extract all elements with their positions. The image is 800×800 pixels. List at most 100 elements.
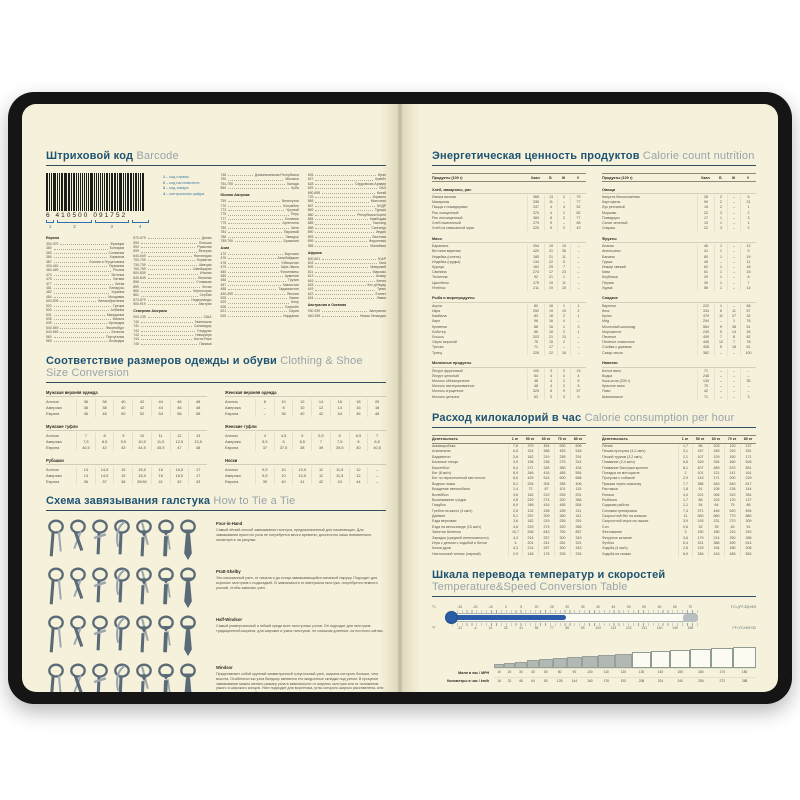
fahrenheit-row: °F -22 -4 14 32 41 68 77 86 95 104 113 122 131 140 149… <box>432 626 756 630</box>
country-code-row: 625 Иордания <box>220 313 299 318</box>
nutrition-row: Хлеб пшеничный 279 9–65 <box>432 220 586 227</box>
fahrenheit-tick-label: 122 <box>625 626 632 631</box>
continent-header: Южная Америка <box>220 193 250 198</box>
nutrition-row: Печенье 409 7 8 82 <box>602 335 756 341</box>
mph-value: 160 <box>690 668 712 676</box>
barcode-legend-item: 2 – код изготовителя <box>163 180 200 185</box>
nutrition-row: Кока-кола (330 г) 130– –35 <box>602 379 756 385</box>
country-code-row: 867 КНДР <box>307 203 386 208</box>
nutrition-row: Рис очищенный 370 4 1 82 <box>432 210 586 216</box>
nutrition-row: Инжир свежий 62 1–16 <box>602 264 756 271</box>
speed-column: 110 176 <box>597 642 615 685</box>
thermometer-cap <box>683 613 698 622</box>
size-table-row: Европа 46 48 50 52 54 56 58 <box>46 411 207 417</box>
fahrenheit-tick-label: 14 <box>488 626 493 631</box>
celsius-tick-label: 20 <box>534 605 539 610</box>
country-code-row: 480 Филиппины <box>220 269 299 274</box>
consumption-row: Игра с детьми с ходьбой и бегом 4 201 241 28… <box>432 541 586 547</box>
tie-step-icon <box>92 519 108 555</box>
consumption-row: Занятия балетом 10,7 536 643 750 857 <box>432 530 586 536</box>
country-code-row: 485 Армения <box>220 273 299 278</box>
country-code-row: 460-469 Россия <box>46 268 125 273</box>
speed-square-icon <box>733 646 756 669</box>
country-code-row: 470 Киргизия <box>220 251 299 256</box>
country-code-row: 885 Таиланд <box>307 221 386 226</box>
conversion-title-ru: Шкала перевода температур и скоростей <box>432 569 666 582</box>
speed-column: 40 64 <box>526 642 540 685</box>
speed-square-icon <box>670 650 691 669</box>
country-code-row: 690-695 Китай <box>307 190 386 195</box>
nutrition-row: Пиво 42– – – <box>602 389 756 395</box>
speed-column: 10 16 <box>494 642 505 685</box>
country-code-row: 482 Украина <box>46 290 125 295</box>
barcode-column-1: Европа 300-379 Франция 380 Болгария 383 Словен… <box>46 236 124 346</box>
tie-knot-info: Windsor Представляет собой крупный симмет… <box>216 662 386 692</box>
consumption-row: Силовая тренировка 7,4 371 446 520 594 <box>602 508 756 515</box>
nutrition-row: Тунец 226 22 16– <box>432 350 586 356</box>
consumption-row: Езда верховая 3,6 182 219 255 291 <box>432 519 586 525</box>
nutrition-half: Продукты (100 г) Ккал Б Ж У Хлеб, макароны, р… <box>432 173 586 400</box>
nutrition-row: Карп 96 16 4– <box>432 319 586 325</box>
tie-step-diagrams <box>46 662 202 692</box>
size-tables: Мужская верхняя одежда Англия 36 38 40 42 44 46… <box>46 390 386 491</box>
celsius-tick-label: 5 <box>520 605 523 610</box>
tie-step-icon <box>180 615 196 657</box>
kmh-value: 16 <box>494 676 505 685</box>
size-table-name: Женская верхняя одежда <box>225 390 386 398</box>
country-code-row: 930-939 Австралия <box>307 309 386 314</box>
celsius-tick-label: 40 <box>596 605 600 610</box>
consumption-row: Бальные танцы 3,9 196 236 275 314 <box>432 460 586 466</box>
celsius-tick-label: 60 <box>657 605 662 610</box>
country-code-row: 760-769 Швейцария <box>133 267 212 272</box>
speed-column: 120 192 <box>614 642 633 685</box>
size-table-row: Англия 8 10 12 14 16 18 20 <box>225 399 386 406</box>
size-table-name: Мужская верхняя одежда <box>46 390 207 398</box>
country-code-row: 745 Панама <box>133 341 212 346</box>
nutrition-row: Индейка (грудка) 134 22 5– <box>432 259 586 265</box>
size-table-name: Женские туфли <box>225 424 386 432</box>
nutrition-row: Лапша яичная 368 13 2 79 <box>432 194 586 201</box>
nutrition-row: Белое вино 71– – – <box>602 368 756 374</box>
thermometer-ticks-top <box>452 610 698 613</box>
country-code-row: 789-790 Бразилия <box>220 238 299 243</box>
nutrition-row: Мёд 294–1 76 <box>602 319 756 325</box>
celsius-labels: -30 -20 -10 0 5 20 25 30 35 40 45 50 55 60 65 70 <box>452 605 698 609</box>
consumption-row: Ходьба (4 км/ч) 2,6 129 154 180 206 <box>602 546 756 552</box>
size-table-row: Европа 36 37 38 39/40 41 42 43 <box>46 478 207 485</box>
consumption-row: Прыжки через скакалку 7,7 386 463 540 617 <box>602 481 756 488</box>
nutrition-row: Молоко цельное 63 3 3 5 <box>432 394 586 400</box>
nutrition-row: Бананы 80 1–19 <box>602 254 756 260</box>
speed-column: 150 240 <box>670 642 691 685</box>
country-code-row: 784 Парагвай <box>220 230 299 235</box>
speed-column: 180 288 <box>733 642 756 685</box>
nutrition-row: Ананас 46 1–12 <box>602 244 756 250</box>
tie-step-icon <box>70 663 86 692</box>
country-code-row: 479 Шри-Ланка <box>220 265 299 270</box>
barcode-marker: 2 <box>57 220 92 229</box>
country-code-row: 730-739 Швеция <box>133 262 212 267</box>
celsius-tick-label: -20 <box>472 605 478 610</box>
size-table-row: Англия 14 14,5 15 15,5 16 16,5 17 <box>46 466 207 473</box>
speed-column: 140 224 <box>650 642 671 685</box>
country-code-row: 858 Словакия <box>133 280 212 285</box>
country-code-row: 888 Сингапур <box>307 225 386 230</box>
nutrition-row: Спаржа 22 3–2 <box>602 226 756 232</box>
speed-square-icon <box>566 657 582 669</box>
country-code-row: 729 Израиль <box>307 195 386 200</box>
country-code-row: 754-755 Канада <box>220 181 299 186</box>
nutrition-row: Индейка (голень) 185 21 11– <box>432 254 586 260</box>
speed-square-icon <box>581 655 598 669</box>
country-code-row: 486 Грузия <box>220 278 299 283</box>
country-code-row: 860 Черногория <box>133 289 212 294</box>
country-code-row: 570-579 Дания <box>133 236 212 241</box>
tie-step-icon <box>136 567 152 605</box>
nutrition-header-row: Продукты (100 г) Ккал Б Ж У <box>602 173 756 183</box>
country-code-row: 622 Египет <box>307 291 386 296</box>
country-code-row: 775 Перу <box>220 212 299 217</box>
country-code-row: 000-139 США <box>133 315 212 320</box>
country-code-row: 474 Эстония <box>46 272 125 277</box>
size-table-name: Рубашки <box>46 458 207 465</box>
country-code-row: 628 Саудовская Аравия <box>307 181 386 186</box>
